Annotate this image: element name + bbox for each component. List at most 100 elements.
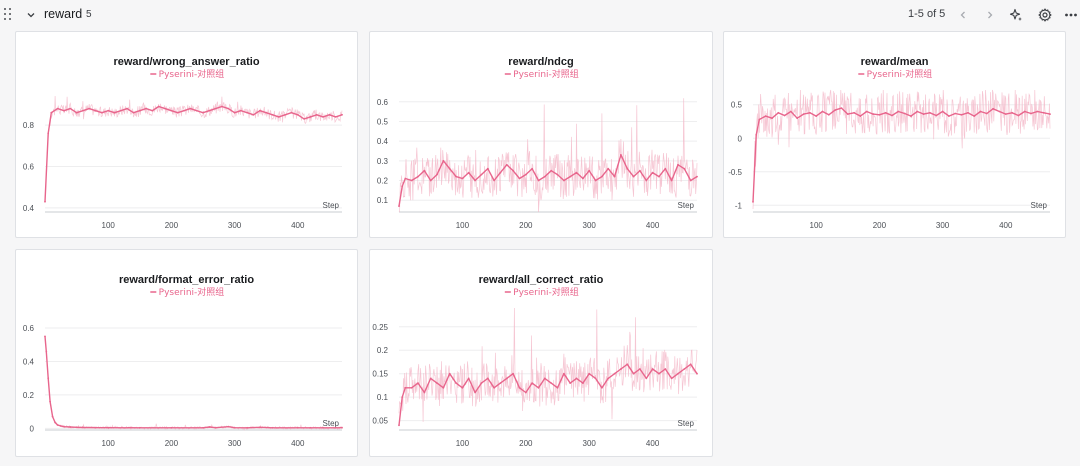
legend-label: Pyserini-对照组 (159, 286, 225, 298)
data-point (455, 382, 457, 384)
data-point (157, 105, 160, 108)
data-point (954, 112, 957, 115)
y-tick-label: 0.6 (23, 324, 35, 333)
y-tick-label: 0.4 (377, 137, 389, 146)
data-point (227, 425, 230, 428)
data-point (809, 111, 811, 114)
data-point (664, 368, 667, 370)
data-point (56, 107, 59, 110)
data-point (82, 109, 84, 112)
data-point (985, 112, 988, 115)
data-point (208, 426, 211, 428)
raw-series-line (398, 307, 698, 422)
chart-legend[interactable]: Pyserini-对照组 (150, 68, 224, 80)
chart-legend[interactable]: Pyserini-对照组 (504, 68, 579, 80)
prev-page-button[interactable] (954, 6, 972, 24)
data-point (802, 113, 805, 115)
chart-panel-all-correct-ratio[interactable]: reward/all_correct_ratio Pyserini-对照组 0.05… (369, 249, 713, 457)
data-point (683, 368, 686, 370)
y-tick-label: 0 (738, 134, 743, 143)
data-point (448, 372, 451, 375)
data-point (138, 426, 141, 429)
legend-label: Pyserini-对照组 (867, 68, 933, 80)
chart-legend[interactable]: Pyserini-对照组 (150, 286, 224, 298)
data-point (271, 113, 274, 116)
data-point (271, 426, 274, 429)
x-axis-label: Step (323, 201, 340, 210)
data-point (44, 200, 46, 203)
data-point (967, 111, 969, 114)
data-point (145, 107, 148, 110)
data-point (429, 377, 432, 380)
data-point (493, 386, 495, 389)
data-point (107, 426, 110, 429)
data-point (689, 363, 692, 366)
data-point (677, 372, 679, 375)
chart-panel-ndcg[interactable]: reward/ndcg Pyserini-对照组 0.1 0.2 0.3 0.4 0.5 0.… (369, 31, 713, 238)
y-tick-label: 0.2 (377, 177, 389, 186)
raw-series-line (44, 336, 343, 431)
data-point (929, 111, 931, 114)
chart-title: reward/format_error_ratio (119, 274, 254, 286)
data-point (63, 109, 65, 112)
y-tick-label: 0.05 (372, 417, 388, 426)
data-point (658, 372, 660, 375)
data-point (512, 169, 514, 172)
data-point (884, 111, 887, 114)
data-point (834, 109, 836, 111)
data-point (531, 382, 533, 384)
chart-panel-format-error-ratio[interactable]: reward/format_error_ratio Pyserini-对照组 0 0.… (15, 249, 358, 457)
drag-handle-icon[interactable] (4, 8, 16, 22)
data-point (543, 377, 546, 380)
data-point (840, 107, 843, 109)
data-point (903, 112, 906, 115)
data-point (151, 109, 154, 112)
data-point (626, 363, 629, 366)
data-point (537, 179, 540, 182)
chart-legend[interactable]: Pyserini-对照组 (858, 68, 932, 80)
x-tick-label: 400 (291, 439, 305, 448)
raw-series-line (398, 98, 698, 213)
gear-icon (1038, 8, 1052, 22)
section-count-badge: 5 (86, 9, 92, 20)
data-point (75, 111, 78, 114)
chart-title: reward/all_correct_ratio (479, 274, 604, 286)
data-point (170, 109, 173, 112)
data-point (853, 111, 855, 114)
data-point (556, 386, 559, 389)
data-point (49, 400, 51, 403)
data-point (195, 109, 198, 112)
data-point (398, 205, 400, 208)
data-point (664, 167, 667, 170)
data-point (518, 177, 521, 180)
data-point (265, 111, 268, 114)
x-tick-label: 200 (519, 221, 533, 230)
add-panel-button[interactable] (1007, 6, 1025, 24)
x-tick-label: 400 (646, 439, 660, 448)
x-tick-label: 400 (999, 221, 1013, 230)
chevron-down-icon[interactable] (25, 9, 37, 21)
data-point (512, 372, 514, 375)
data-point (865, 110, 868, 113)
data-point (594, 377, 597, 380)
x-tick-label: 400 (291, 221, 305, 230)
next-page-button[interactable] (981, 6, 999, 24)
x-tick-label: 100 (102, 439, 116, 448)
chart-panel-mean[interactable]: reward/mean Pyserini-对照组 -1 -0.5 0 0.5 100 200 3… (723, 31, 1066, 238)
chart-legend[interactable]: Pyserini-对照组 (504, 286, 579, 298)
data-point (575, 377, 578, 380)
data-point (334, 116, 337, 118)
chart-panel-wrong-answer-ratio[interactable]: reward/wrong_answer_ratio Pyserini-对照组 0.4… (15, 31, 358, 238)
data-point (1030, 112, 1032, 115)
x-tick-label: 100 (102, 221, 116, 230)
section-title: reward (44, 7, 83, 21)
data-point (979, 110, 982, 113)
data-point (941, 110, 944, 113)
data-point (658, 175, 660, 178)
data-point (410, 179, 413, 182)
settings-button[interactable] (1036, 6, 1054, 24)
data-point (401, 185, 404, 188)
data-point (94, 426, 97, 429)
more-options-button[interactable] (1062, 6, 1080, 24)
data-point (607, 377, 610, 380)
